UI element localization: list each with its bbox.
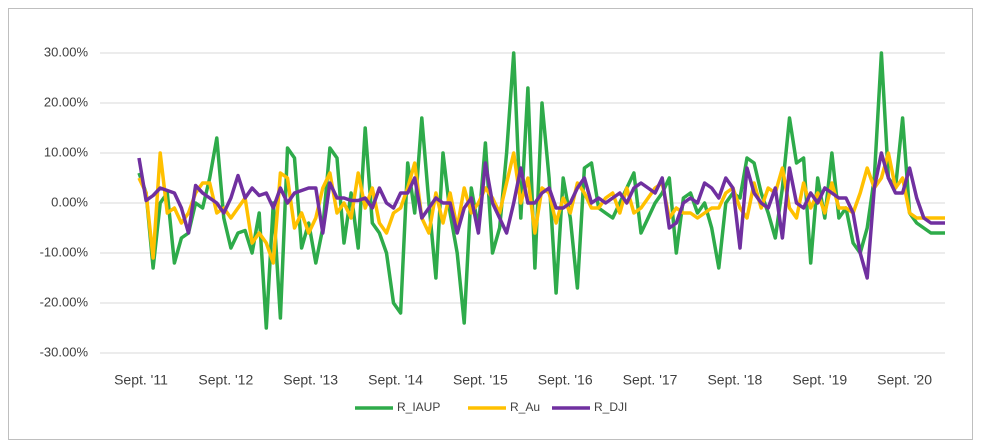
legend-label: R_DJI — [594, 400, 627, 414]
series-line — [137, 151, 945, 280]
x-tick-label: Sept. '13 — [283, 372, 338, 388]
x-tick-label: Sept. '19 — [792, 372, 847, 388]
y-tick-label: 30.00% — [44, 44, 89, 59]
x-tick-label: Sept. '12 — [198, 372, 253, 388]
y-tick-label: 0.00% — [51, 194, 88, 209]
x-tick-label: Sept. '11 — [114, 372, 168, 388]
y-tick-label: 10.00% — [44, 144, 89, 159]
x-tick-label: Sept. '15 — [453, 372, 508, 388]
x-tick-label: Sept. '16 — [538, 372, 593, 388]
y-tick-label: 20.00% — [44, 94, 89, 109]
y-tick-label: -10.00% — [40, 244, 89, 259]
x-tick-label: Sept. '14 — [368, 372, 423, 388]
legend-label: R_IAUP — [397, 400, 440, 414]
x-tick-label: Sept. '20 — [877, 372, 932, 388]
y-tick-label: -30.00% — [40, 344, 89, 359]
x-tick-label: Sept. '17 — [623, 372, 678, 388]
x-tick-label: Sept. '18 — [707, 372, 762, 388]
y-tick-label: -20.00% — [40, 294, 89, 309]
series-line — [137, 151, 945, 265]
legend-label: R_Au — [510, 400, 540, 414]
